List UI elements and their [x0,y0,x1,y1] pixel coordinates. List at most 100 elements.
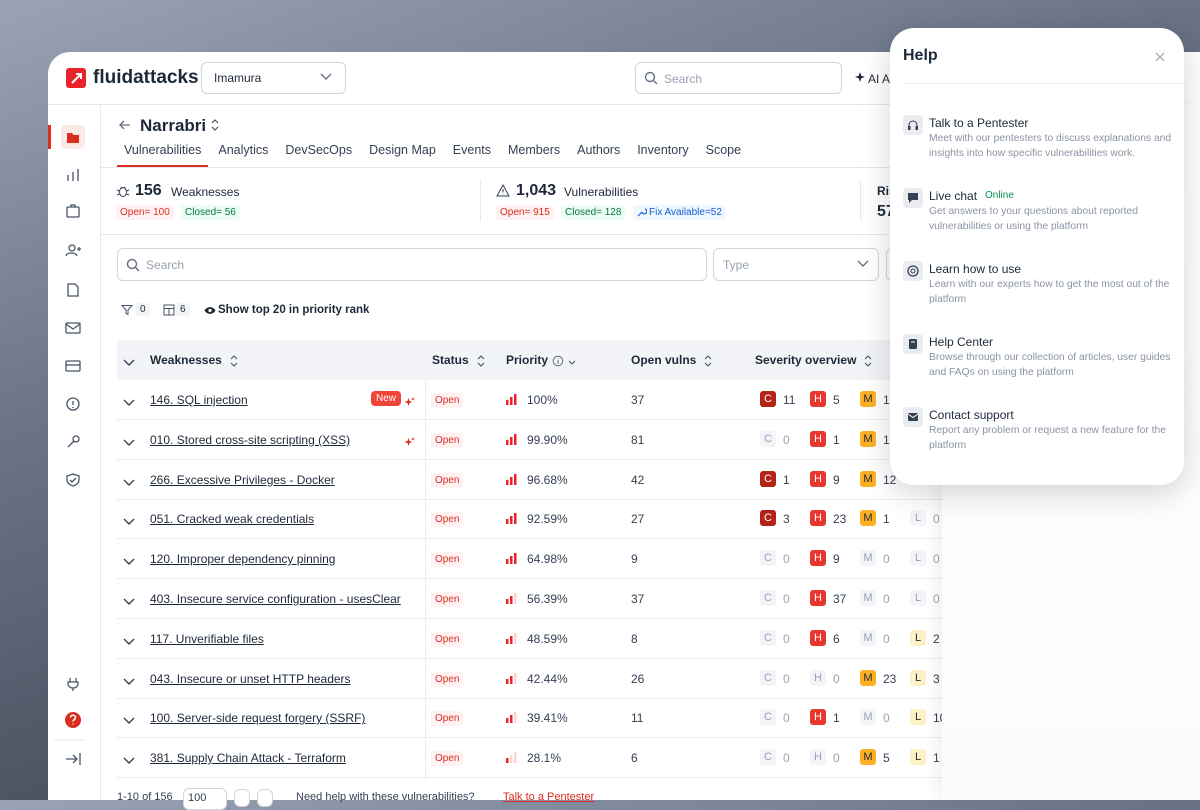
weakness-link[interactable]: 266. Excessive Privileges - Docker [150,472,335,487]
wrench-icon [637,208,647,217]
close-button[interactable] [1155,52,1165,62]
eye-icon [204,307,216,314]
severity-count: 0 [783,552,790,567]
tab[interactable]: Design Map [369,143,436,157]
expand-row-svg [123,479,135,486]
priority-icon [506,711,520,729]
open-vulns: 8 [631,631,638,646]
column-header[interactable]: Priority [506,353,549,367]
help-item-description: Get answers to your questions about repo… [929,206,1138,232]
severity-count: 0 [933,592,940,606]
tab[interactable]: Members [508,143,561,157]
ai-button[interactable]: AI A [868,72,891,86]
expand-row-svg [123,399,135,406]
type-select[interactable] [713,248,879,281]
column-header[interactable]: Status [432,353,469,367]
help-item-title[interactable]: Contact support [929,408,1014,422]
open-vulns: 6 [631,751,638,766]
weakness-link[interactable]: 010. Stored cross-site scripting (XSS) [150,432,351,447]
priority: 92.59% [527,512,568,527]
help-item-description: Report any problem or request a new feat… [929,425,1166,451]
help-item-title[interactable]: Live chat [929,189,978,203]
search-box[interactable] [635,62,842,94]
row-divider [117,498,942,500]
top-toggle[interactable]: Show top 20 in priority rank [218,304,370,316]
weakness-link[interactable]: 117. Unverifiable files [150,631,264,646]
group-switch[interactable] [211,118,219,132]
weakness-table: Weaknesses Status Priority Open vulns Severi… [117,340,942,780]
priority-icon [506,473,520,491]
new-badge: New [371,391,402,406]
severity-count: 0 [783,671,790,686]
info-icon [552,354,564,372]
open-vulns: 11 [631,711,644,726]
weakness-link[interactable]: 043. Insecure or unset HTTP headers [150,671,351,686]
severity-count: 1 [933,751,940,766]
help-item-icon [903,407,923,427]
status-pill: Open [431,393,464,408]
severity-badge: C [760,590,776,606]
status-pill: Open [431,671,464,687]
weakness-link[interactable]: 051. Cracked weak credentials [150,512,315,527]
column-header[interactable]: Severity overview [755,353,857,367]
severity-badge: L [910,629,926,646]
tab[interactable]: Scope [705,143,742,157]
sort-icon [568,356,576,374]
help-item-title[interactable]: Learn how to use [929,262,1022,276]
severity-badge: M [860,590,876,606]
weakness-link[interactable]: 403. Insecure service configuration - us… [150,592,401,606]
tab[interactable]: DevSecOps [285,143,353,157]
prev-page[interactable] [234,789,250,807]
sort-icon-svg [477,355,485,367]
weakness-link[interactable]: 146. SQL injection [150,393,248,407]
help-item-title[interactable]: Help Center [929,335,994,349]
weakness-link[interactable]: 120. Improper dependency pinning [150,552,336,567]
next-page[interactable] [257,789,273,807]
severity-count: 0 [883,552,890,567]
severity-badge: M [860,470,876,487]
help-item-title[interactable]: Talk to a Pentester [929,116,1029,130]
org-select[interactable] [201,62,346,94]
priority-icon-svg [506,672,517,684]
back-arrow[interactable] [118,119,132,131]
chevron [857,260,869,267]
tab[interactable]: Inventory [637,143,689,157]
columns-icon[interactable] [163,304,175,316]
sort-icon [230,354,238,372]
nav-folder[interactable] [66,130,80,144]
online-badge: Online [985,190,1014,201]
help-link[interactable]: Talk to a Pentester [503,791,595,803]
severity-badge: C [760,629,776,646]
tab[interactable]: Analytics [218,143,269,157]
sort-icon [704,354,712,372]
priority-icon [506,592,520,610]
group-name: Narrabri [140,116,207,135]
severity-badge: H [810,470,826,487]
severity-count: 9 [833,472,840,487]
severity-count: 0 [833,751,840,766]
severity-count: 0 [883,592,890,606]
priority-icon-svg [506,632,517,644]
weakness-link[interactable]: 100. Server-side request forgery (SSRF) [150,711,366,726]
severity-count: 1 [883,393,890,407]
row-divider [117,578,942,580]
row-divider [117,737,942,739]
tab[interactable]: Events [452,143,492,157]
column-header[interactable]: Open vulns [631,353,697,367]
severity-badge: L [910,590,926,606]
table-search[interactable] [117,248,707,281]
severity-count: 0 [783,631,790,646]
priority: 42.44% [527,671,568,686]
priority: 56.39% [527,592,568,606]
severity-count: 1 [783,472,790,487]
tab[interactable]: Authors [577,143,621,157]
weakness-link[interactable]: 381. Supply Chain Attack - Terraform [150,751,346,766]
expand-row-svg [123,518,135,526]
expand-row-svg [123,598,135,605]
tab[interactable]: Vulnerabilities [117,143,209,167]
filter-icon[interactable] [121,304,133,316]
column-header[interactable]: Weaknesses [150,353,222,367]
ai-icon [855,72,865,82]
page-size[interactable]: 100 [183,788,227,810]
expand-row [123,634,135,652]
